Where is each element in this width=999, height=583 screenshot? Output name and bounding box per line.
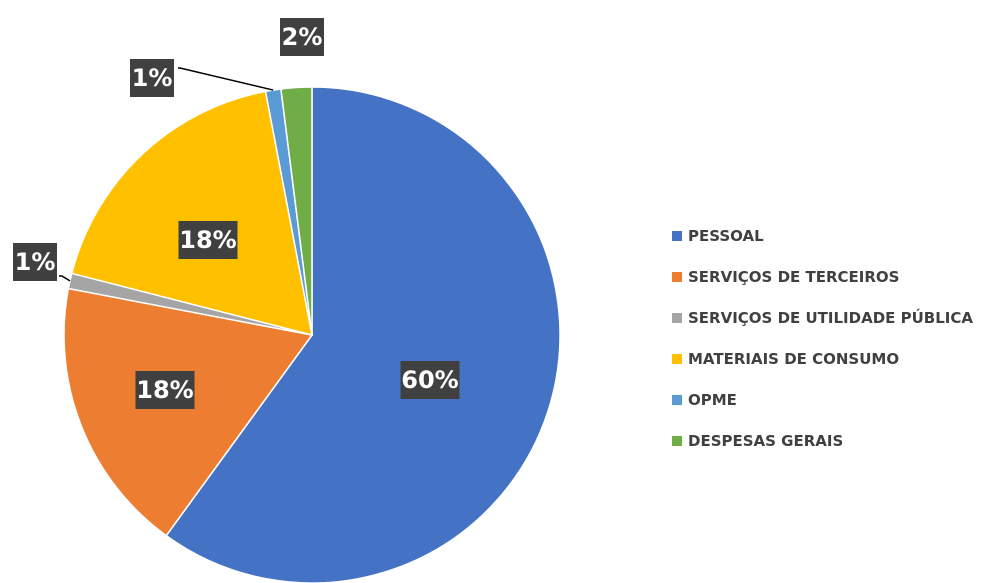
pie-slice xyxy=(63,287,314,537)
leader-line xyxy=(178,67,274,91)
data-label: 2% xyxy=(282,23,323,51)
legend-label: PESSOAL xyxy=(688,227,764,245)
data-label-box xyxy=(400,361,460,399)
pie-slice xyxy=(165,86,561,583)
data-label: 60% xyxy=(401,366,458,394)
data-label-box xyxy=(13,243,57,281)
data-label-box xyxy=(130,59,174,97)
data-label: 1% xyxy=(132,64,173,92)
legend-label: MATERIAIS DE CONSUMO xyxy=(688,350,899,368)
legend-label: SERVIÇOS DE TERCEIROS xyxy=(688,268,899,286)
legend-swatch xyxy=(672,395,682,405)
data-label-box xyxy=(280,18,324,56)
legend-swatch xyxy=(672,354,682,364)
legend-swatch xyxy=(672,272,682,282)
legend-swatch xyxy=(672,313,682,323)
pie-slice xyxy=(280,86,313,336)
pie-slice xyxy=(70,90,313,337)
legend-label: DESPESAS GERAIS xyxy=(688,432,843,450)
data-label: 18% xyxy=(179,226,236,254)
leader-line xyxy=(59,275,71,282)
legend-swatch xyxy=(672,231,682,241)
data-label: 1% xyxy=(15,248,56,276)
data-label-box xyxy=(178,221,238,259)
legend-label: OPME xyxy=(688,391,737,409)
legend-label: SERVIÇOS DE UTILIDADE PÚBLICA xyxy=(688,308,973,327)
data-label-box xyxy=(135,371,195,409)
data-label: 18% xyxy=(136,376,193,404)
legend-swatch xyxy=(672,436,682,446)
